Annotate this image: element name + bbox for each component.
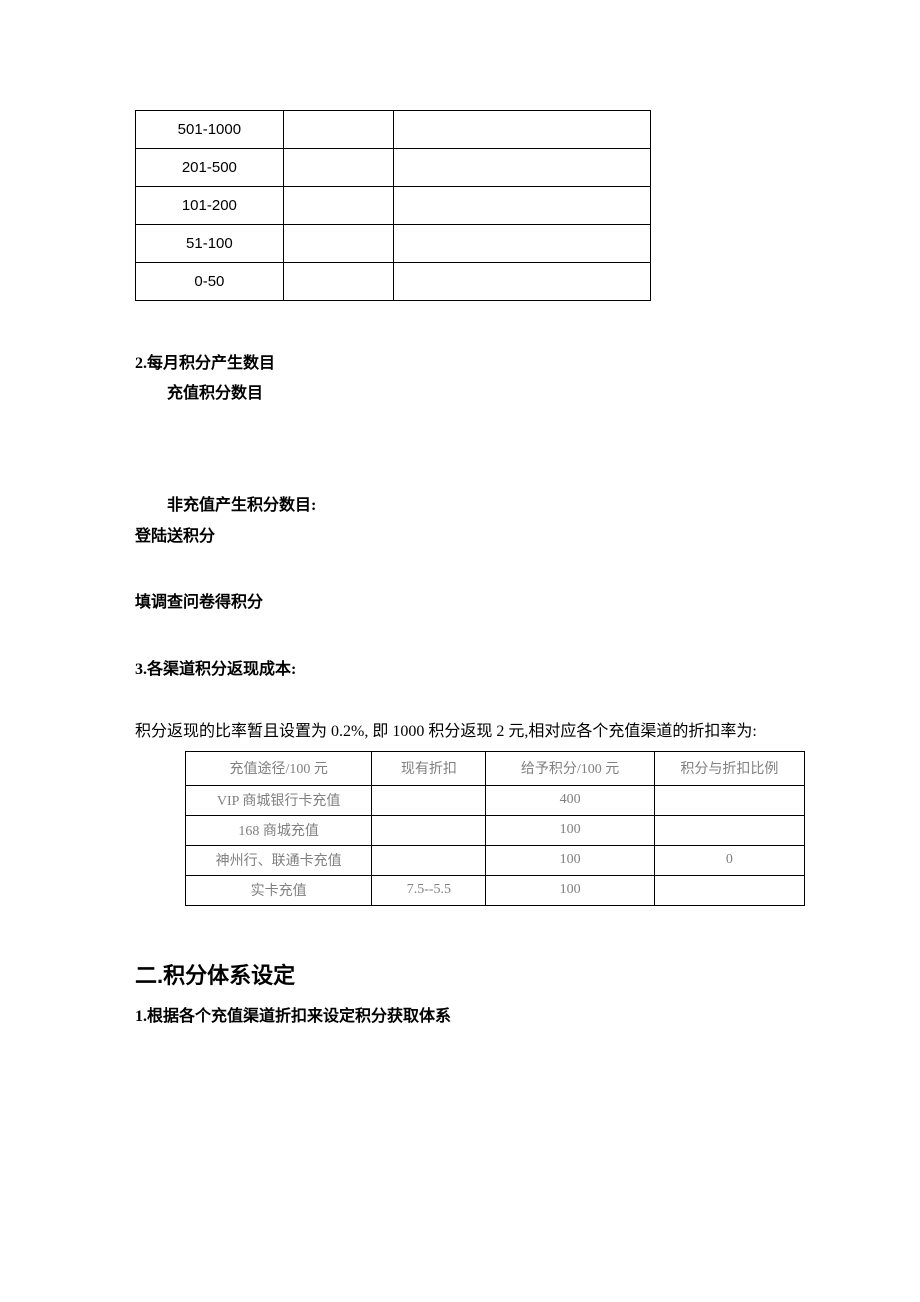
section-3-heading: 3.各渠道积分返现成本: <box>135 655 785 679</box>
table-row: 神州行、联通卡充值 100 0 <box>186 845 805 875</box>
cell: 7.5--5.5 <box>372 875 486 905</box>
cell: 0 <box>654 845 804 875</box>
table-row: 501-1000 <box>136 111 651 149</box>
cell <box>372 815 486 845</box>
column-header: 给予积分/100 元 <box>486 751 654 785</box>
cell <box>283 263 393 301</box>
column-header: 充值途径/100 元 <box>186 751 372 785</box>
body-line: 非充值产生积分数目: <box>135 491 785 521</box>
cell: 101-200 <box>136 187 284 225</box>
cell: 实卡充值 <box>186 875 372 905</box>
body-line: 登陆送积分 <box>135 522 785 552</box>
cell: 神州行、联通卡充值 <box>186 845 372 875</box>
sub-heading-1: 1.根据各个充值渠道折扣来设定积分获取体系 <box>135 1002 785 1026</box>
cell <box>372 785 486 815</box>
table-row: VIP 商城银行卡充值 400 <box>186 785 805 815</box>
table-row: 201-500 <box>136 149 651 187</box>
cell <box>393 263 650 301</box>
body-line: 充值积分数目 <box>135 379 785 409</box>
cell: 201-500 <box>136 149 284 187</box>
cell <box>393 149 650 187</box>
section-2-heading: 2.每月积分产生数目 <box>135 349 785 373</box>
cell <box>654 875 804 905</box>
table-row: 101-200 <box>136 187 651 225</box>
cell <box>393 187 650 225</box>
cell <box>283 149 393 187</box>
cell: 168 商城充值 <box>186 815 372 845</box>
column-header: 现有折扣 <box>372 751 486 785</box>
cell <box>372 845 486 875</box>
cell: 0-50 <box>136 263 284 301</box>
body-line: 填调查问卷得积分 <box>135 588 785 618</box>
cell <box>283 111 393 149</box>
main-heading-2: 二.积分体系设定 <box>135 958 785 990</box>
cell <box>654 785 804 815</box>
table-row: 实卡充值 7.5--5.5 100 <box>186 875 805 905</box>
cell: 100 <box>486 815 654 845</box>
section-number: 3. <box>135 661 147 678</box>
sub-title: 根据各个充值渠道折扣来设定积分获取体系 <box>147 1008 451 1025</box>
cell: 51-100 <box>136 225 284 263</box>
cell: 100 <box>486 875 654 905</box>
channel-discount-table: 充值途径/100 元 现有折扣 给予积分/100 元 积分与折扣比例 VIP 商… <box>185 751 805 906</box>
table-header-row: 充值途径/100 元 现有折扣 给予积分/100 元 积分与折扣比例 <box>186 751 805 785</box>
table-row: 0-50 <box>136 263 651 301</box>
section-number: 2. <box>135 355 147 372</box>
cell <box>283 225 393 263</box>
table-row: 168 商城充值 100 <box>186 815 805 845</box>
cell: 501-1000 <box>136 111 284 149</box>
sub-number: 1. <box>135 1008 147 1025</box>
cell <box>393 225 650 263</box>
cell: 100 <box>486 845 654 875</box>
cell: 400 <box>486 785 654 815</box>
section-title: 每月积分产生数目 <box>147 355 275 372</box>
column-header: 积分与折扣比例 <box>654 751 804 785</box>
points-range-table: 501-1000 201-500 101-200 51-100 0-50 <box>135 110 651 301</box>
cell <box>654 815 804 845</box>
paragraph: 积分返现的比率暂且设置为 0.2%, 即 1000 积分返现 2 元,相对应各个… <box>135 717 785 747</box>
cell <box>393 111 650 149</box>
section-title: 各渠道积分返现成本: <box>147 661 296 678</box>
cell <box>283 187 393 225</box>
cell: VIP 商城银行卡充值 <box>186 785 372 815</box>
table-row: 51-100 <box>136 225 651 263</box>
